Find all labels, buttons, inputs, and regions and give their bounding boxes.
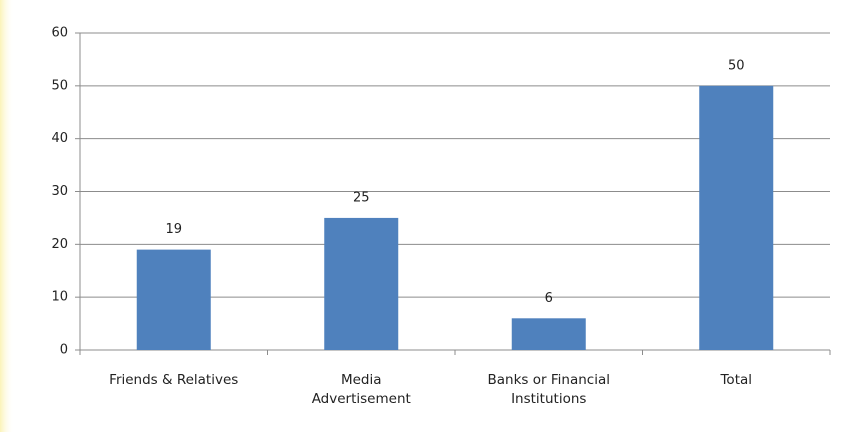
bar bbox=[324, 217, 399, 350]
x-tick-label: Friends & Relatives bbox=[109, 372, 239, 388]
data-label: 25 bbox=[353, 190, 370, 205]
data-label: 50 bbox=[728, 58, 745, 73]
y-tick-label: 10 bbox=[51, 290, 68, 305]
x-tick-label: Media Advertisement bbox=[311, 372, 411, 407]
data-label: 19 bbox=[165, 222, 182, 237]
y-tick-label: 20 bbox=[51, 237, 68, 252]
data-label: 6 bbox=[545, 291, 553, 306]
y-tick-label: 0 bbox=[60, 343, 68, 358]
y-tick-label: 60 bbox=[51, 26, 68, 41]
bar bbox=[699, 85, 774, 350]
y-tick-label: 40 bbox=[51, 131, 68, 146]
y-tick-label: 50 bbox=[51, 78, 68, 93]
x-tick-label: Total bbox=[720, 372, 753, 388]
y-tick-label: 30 bbox=[51, 184, 68, 199]
bar bbox=[511, 318, 586, 350]
bar bbox=[136, 249, 211, 350]
background-edge bbox=[0, 0, 14, 432]
x-tick-label: Banks or Financial Institutions bbox=[487, 372, 610, 407]
